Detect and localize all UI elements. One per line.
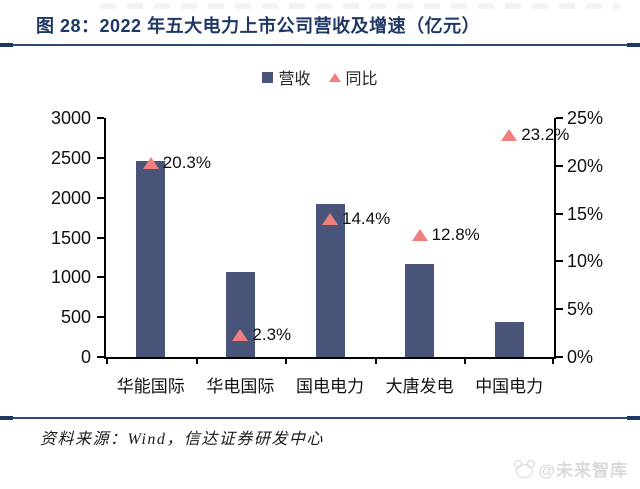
yoy-value-label: 20.3% [162,152,211,172]
y-axis-left-label: 0 [80,347,91,367]
revenue-bar [136,160,166,357]
y-axis-right-tick [556,212,563,215]
figure-title: 图 28：2022 年五大电力上市公司营收及增速（亿元） [36,16,481,36]
y-axis-right-label: 15% [567,203,604,224]
yoy-triangle [411,228,428,241]
yoy-value-label: 14.4% [342,209,391,229]
watermark-logo-icon [514,460,536,478]
title-divider [0,43,640,47]
revenue-bar [225,271,255,357]
x-axis-category-label: 中国电力 [475,377,544,396]
y-axis-right-label: 20% [567,155,604,176]
revenue-bar [315,203,345,357]
top-edge-watermark-remnant [100,3,620,9]
y-axis-right-label: 5% [567,299,594,320]
y-axis-right-tick [556,308,563,311]
legend-label: 营收 [278,71,311,88]
y-axis-left-tick [97,276,104,279]
x-axis-tick [195,358,198,364]
y-axis-left-label: 2500 [50,147,91,168]
x-axis-tick [106,358,108,364]
x-axis-tick [285,358,288,364]
x-axis-line [104,357,556,359]
y-axis-left-tick [97,117,104,119]
footer-divider [0,416,640,420]
source-note: 资料来源：Wind，信达证券研发中心 [40,431,324,448]
yoy-triangle-icon [328,72,341,82]
x-axis-tick [464,358,467,364]
x-axis-category-label: 大唐发电 [385,377,454,396]
yoy-triangle [501,129,518,142]
y-axis-right-label: 25% [567,108,604,128]
x-axis-tick [552,358,554,364]
y-axis-right-line [554,118,556,359]
revenue-bar [494,322,524,357]
chart-legend: 营收 同比 [0,65,640,89]
yoy-value-label: 23.2% [521,125,570,145]
y-axis-left-line [104,118,106,359]
legend-item-yoy: 同比 [328,65,378,89]
x-axis-category-label: 华能国际 [116,377,185,396]
yoy-value-label: 12.8% [431,224,480,244]
y-axis-left-label: 1000 [50,267,91,288]
y-axis-left-label: 1500 [50,227,91,248]
y-axis-right-tick [556,356,563,358]
revenue-bar [405,263,435,357]
y-axis-right-tick [556,117,563,119]
watermark: @未来智库 [514,456,628,481]
yoy-value-label: 2.3% [252,325,292,344]
y-axis-left-label: 2000 [50,187,91,208]
x-axis-tick [374,358,377,364]
y-axis-left-tick [97,156,104,159]
y-axis-left-tick [97,196,104,199]
legend-label: 同比 [345,71,378,88]
y-axis-right-label: 0% [567,347,594,367]
yoy-triangle [322,213,338,226]
y-axis-left-tick [97,316,104,319]
y-axis-right-tick [556,164,563,167]
x-axis-category-label: 华电国际 [206,377,275,396]
y-axis-left-tick [97,356,104,358]
revenue-square-icon [262,71,274,83]
y-axis-right-tick [556,260,563,263]
y-axis-left-label: 500 [60,307,91,328]
y-axis-left-tick [97,236,104,239]
y-axis-left-label: 3000 [50,108,91,128]
x-axis-category-label: 国电电力 [296,377,364,396]
legend-item-revenue: 营收 [262,65,311,89]
yoy-triangle [232,329,249,341]
yoy-triangle [142,156,159,169]
y-axis-right-label: 10% [567,251,604,272]
watermark-text: @未来智库 [538,461,628,480]
